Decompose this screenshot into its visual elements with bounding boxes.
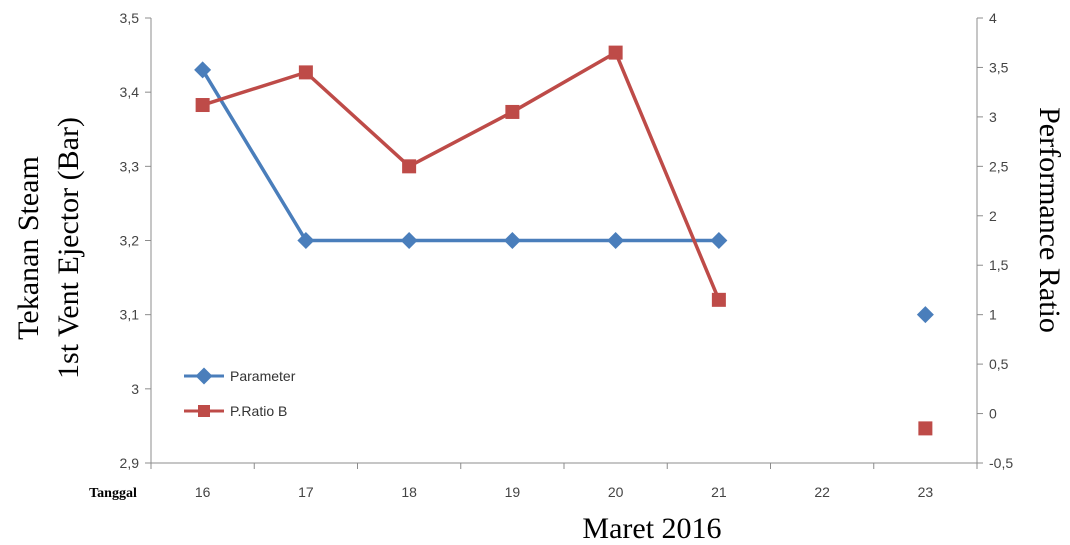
legend-marker-parameter (195, 367, 213, 385)
y-right-tick-label: 4 (989, 10, 997, 26)
y-right-tick-label: 0 (989, 406, 997, 422)
legend-item-pratio: P.Ratio B (184, 403, 287, 419)
x-tick-label: 20 (608, 484, 624, 500)
series-line (202, 50, 721, 301)
data-point-square (711, 292, 726, 307)
y-left-title-line1: Tekanan Steam (12, 156, 45, 340)
y-right-title: Performance Ratio (1033, 107, 1066, 333)
x-axis-ticks: 16 17 18 19 20 21 22 23 (150, 463, 978, 500)
x-side-label: Tanggal (89, 486, 137, 501)
data-point-square (608, 45, 623, 60)
legend-label-parameter: Parameter (230, 368, 296, 384)
x-tick-label: 18 (401, 484, 417, 500)
data-point-diamond (607, 232, 625, 249)
y-left-tick-label: 3 (131, 381, 139, 397)
y-left-tick-label: 3,5 (120, 10, 140, 26)
right-axis-ticks: -0,5 0 0,5 1 1,5 2 2,5 3 3,5 4 (977, 10, 1013, 471)
left-axis-ticks: 2,9 3 3,1 3,2 3,3 3,4 3,5 (120, 10, 151, 471)
y-left-tick-label: 3,4 (120, 84, 140, 100)
x-tick-label: 17 (298, 484, 314, 500)
data-point-square (195, 98, 210, 113)
data-point-square (505, 104, 520, 119)
y-left-tick-label: 2,9 (120, 455, 140, 471)
x-tick-label: 21 (711, 484, 727, 500)
data-point-diamond (400, 232, 418, 249)
series-parameter (194, 61, 934, 324)
y-right-tick-label: 1,5 (989, 257, 1009, 273)
x-tick-label: 23 (918, 484, 934, 500)
data-point-diamond (916, 306, 934, 324)
x-tick-label: 16 (195, 484, 211, 500)
series-layer (194, 45, 934, 436)
y-right-tick-label: 3 (989, 109, 997, 125)
y-right-tick-label: 3,5 (989, 59, 1009, 75)
x-tick-label: 22 (814, 484, 830, 500)
series-line (201, 69, 719, 243)
y-right-tick-label: 1 (989, 307, 997, 323)
x-tick-label: 19 (505, 484, 521, 500)
y-right-tick-label: 2,5 (989, 158, 1009, 174)
legend-marker-pratio (198, 405, 210, 417)
y-left-tick-label: 3,1 (120, 307, 140, 323)
data-point-diamond (297, 232, 315, 249)
data-point-square (298, 65, 313, 80)
data-point-diamond (503, 232, 521, 249)
series-pratio (195, 45, 933, 436)
y-right-tick-label: -0,5 (989, 455, 1013, 471)
data-point-square (918, 421, 933, 436)
data-point-diamond (194, 61, 212, 79)
legend-label-pratio: P.Ratio B (230, 403, 287, 419)
y-left-tick-label: 3,2 (120, 233, 140, 249)
x-axis-title: Maret 2016 (582, 512, 721, 545)
y-right-tick-label: 2 (989, 208, 997, 224)
legend: Parameter P.Ratio B (184, 367, 296, 419)
y-right-tick-label: 0,5 (989, 356, 1009, 372)
y-left-tick-label: 3,3 (120, 158, 140, 174)
y-left-title-line2: 1st Vent Ejector (Bar) (52, 117, 85, 379)
data-point-square (402, 159, 417, 174)
data-point-diamond (710, 232, 728, 249)
legend-item-parameter: Parameter (184, 367, 296, 385)
